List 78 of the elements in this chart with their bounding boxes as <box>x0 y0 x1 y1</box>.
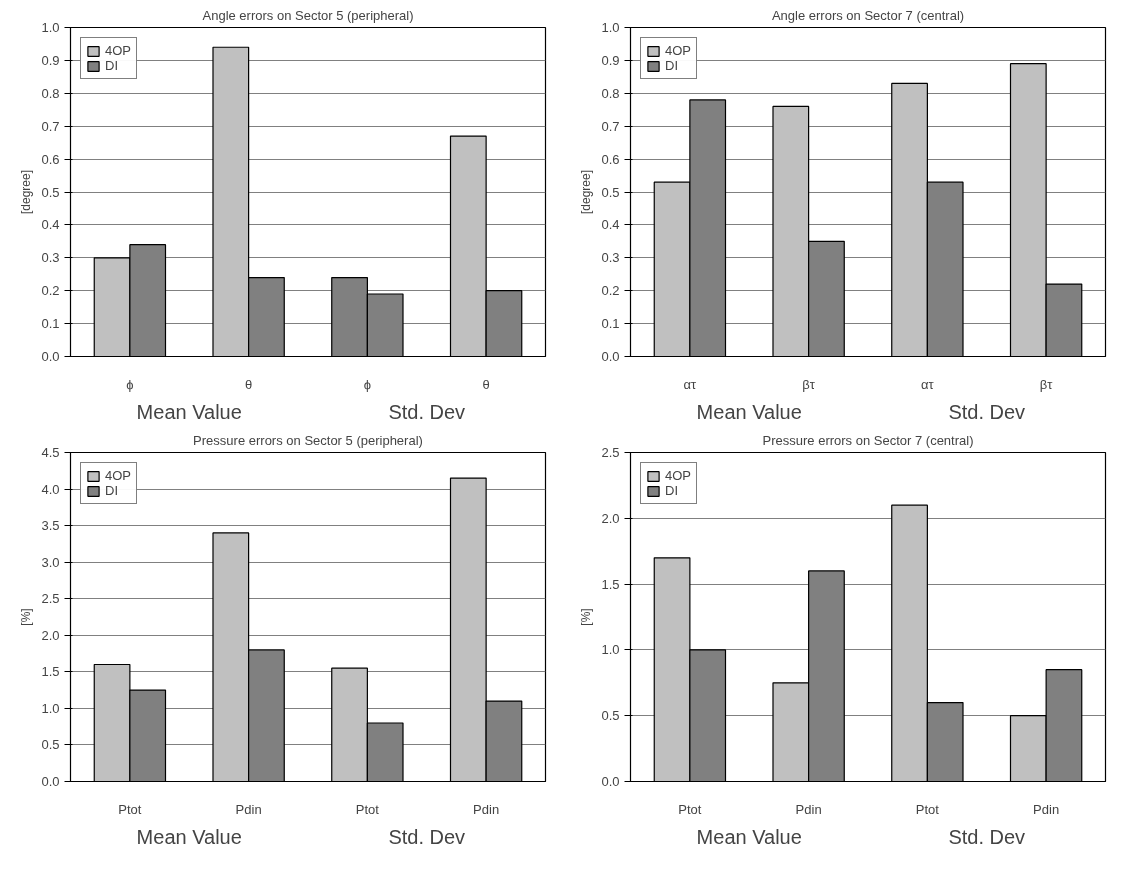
y-tick-label: 2.0 <box>601 510 620 526</box>
legend-label: DI <box>665 58 679 73</box>
x-tick-label: θ <box>482 376 490 392</box>
y-tick-label: 1.0 <box>601 642 620 658</box>
legend-label: DI <box>105 483 119 498</box>
text: Std. Dev <box>388 825 466 848</box>
x-tick-label: Ptot <box>915 801 940 817</box>
chart-title: Pressure errors on Sector 5 (peripheral) <box>193 432 423 448</box>
y-tick-label: 0.6 <box>601 151 620 167</box>
y-tick-label: 0.1 <box>41 316 60 332</box>
y-tick-label: 0.4 <box>41 217 60 233</box>
text: Mean Value <box>136 400 242 423</box>
text: Std. Dev <box>948 400 1026 423</box>
y-tick-label: 0.3 <box>41 250 60 266</box>
y-tick-label: 1.0 <box>41 700 60 716</box>
y-tick-label: 0.2 <box>41 283 60 299</box>
x-tick-label: θ <box>245 376 253 392</box>
x-tick-label: ϕ <box>126 376 134 392</box>
legend-label: DI <box>105 58 119 73</box>
y-tick-label: 0.7 <box>601 118 620 134</box>
y-tick-label: 2.5 <box>601 445 620 460</box>
y-axis-title: [degree] <box>19 169 34 215</box>
legend-label: 4OP <box>665 43 692 58</box>
x-tick-label: ατ <box>921 376 935 392</box>
y-tick-label: 0.0 <box>41 349 60 364</box>
text: Std. Dev <box>948 825 1026 848</box>
y-tick-label: 3.5 <box>41 518 60 534</box>
y-tick-label: 0.0 <box>41 774 60 789</box>
y-axis-title: [degree] <box>579 169 594 215</box>
y-tick-label: 0.9 <box>41 52 60 68</box>
y-tick-label: 0.6 <box>41 151 60 167</box>
y-tick-label: 0.2 <box>601 283 620 299</box>
y-tick-label: 1.5 <box>601 576 620 592</box>
y-tick-label: 0.5 <box>601 184 620 200</box>
x-tick-label: ϕ <box>363 376 372 392</box>
y-tick-label: 1.0 <box>601 20 620 35</box>
x-tick-label: ατ <box>683 376 698 392</box>
legend-label: 4OP <box>105 43 132 58</box>
legend-label: 4OP <box>105 468 132 483</box>
legend-label: 4OP <box>665 468 692 483</box>
x-tick-label: Ptot <box>355 801 380 817</box>
y-tick-label: 0.5 <box>41 737 60 753</box>
x-tick-label: Pdin <box>795 801 822 817</box>
y-tick-label: 0.0 <box>601 349 620 364</box>
text: Mean Value <box>696 400 802 423</box>
text: Mean Value <box>136 825 242 848</box>
y-tick-label: 0.9 <box>601 52 620 68</box>
y-tick-label: 2.5 <box>41 591 60 607</box>
x-tick-label: βτ <box>802 376 816 392</box>
chart-title: Angle errors on Sector 5 (peripheral) <box>202 7 414 23</box>
y-tick-label: 0.8 <box>601 85 620 101</box>
y-tick-label: 0.1 <box>601 316 620 332</box>
x-tick-label: Pdin <box>1033 801 1060 817</box>
y-tick-label: 1.0 <box>41 20 60 35</box>
y-tick-label: 0.7 <box>41 118 60 134</box>
y-tick-label: 3.0 <box>41 554 60 570</box>
legend-label: DI <box>665 483 679 498</box>
text: Std. Dev <box>388 400 466 423</box>
x-tick-label: Ptot <box>678 801 702 817</box>
y-tick-label: 0.4 <box>601 217 620 233</box>
y-tick-label: 4.5 <box>41 445 60 460</box>
x-tick-label: Pdin <box>235 801 262 817</box>
y-tick-label: 1.5 <box>41 664 60 680</box>
chart-title: Pressure errors on Sector 7 (central) <box>762 432 974 448</box>
y-tick-label: 0.5 <box>41 184 60 200</box>
x-tick-label: Pdin <box>473 801 500 817</box>
y-tick-label: 0.0 <box>601 774 620 789</box>
y-axis-title: [%] <box>579 608 594 626</box>
y-tick-label: 2.0 <box>41 627 60 643</box>
x-tick-label: Ptot <box>118 801 142 817</box>
y-axis-title: [%] <box>19 608 34 626</box>
y-tick-label: 0.5 <box>601 708 620 724</box>
x-tick-label: βτ <box>1039 376 1054 392</box>
y-tick-label: 0.8 <box>41 85 60 101</box>
text: Mean Value <box>696 825 802 848</box>
chart-title: Angle errors on Sector 7 (central) <box>771 7 965 23</box>
y-tick-label: 0.3 <box>601 250 620 266</box>
y-tick-label: 4.0 <box>41 481 60 497</box>
